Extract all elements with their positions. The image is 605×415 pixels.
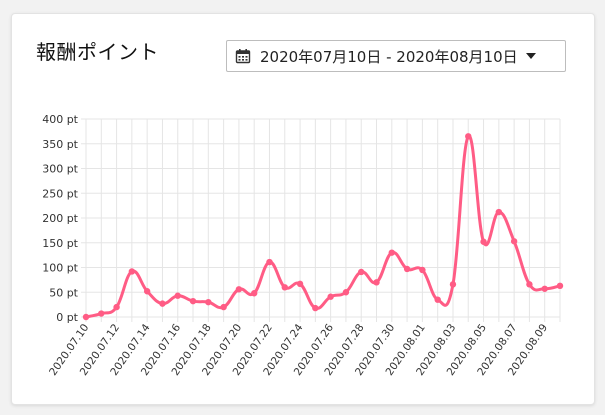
y-tick-label: 200 pt bbox=[42, 212, 78, 225]
data-point bbox=[128, 268, 136, 275]
data-point bbox=[266, 258, 273, 266]
data-point bbox=[327, 293, 334, 300]
y-tick-label: 400 pt bbox=[42, 113, 78, 126]
y-tick-label: 250 pt bbox=[42, 187, 78, 200]
calendar-icon bbox=[235, 49, 251, 64]
data-point bbox=[434, 296, 441, 303]
data-point bbox=[235, 286, 243, 293]
data-point bbox=[82, 313, 90, 321]
y-tick-label: 100 pt bbox=[42, 262, 78, 275]
data-point bbox=[388, 249, 396, 256]
data-point bbox=[281, 284, 288, 291]
data-point bbox=[495, 208, 503, 216]
data-point bbox=[98, 310, 105, 317]
data-point bbox=[159, 300, 166, 307]
data-point bbox=[250, 290, 258, 297]
date-range-label: 2020年07月10日 - 2020年08月10日 bbox=[260, 47, 518, 66]
reward-points-card: 報酬ポイント 2020年07月10日 - 2020年08月10日 0 pt 50 … bbox=[11, 13, 595, 405]
data-point bbox=[358, 268, 365, 276]
x-axis-ticks: 2020.07.102020.07.122020.07.142020.07.16… bbox=[47, 322, 550, 378]
series-line bbox=[84, 134, 562, 319]
data-point bbox=[342, 289, 350, 296]
data-point bbox=[465, 133, 472, 140]
data-point bbox=[296, 280, 304, 288]
data-point bbox=[419, 266, 426, 274]
date-range-picker[interactable]: 2020年07月10日 - 2020年08月10日 bbox=[226, 40, 566, 72]
y-tick-label: 50 pt bbox=[49, 286, 78, 299]
y-tick-label: 0 pt bbox=[56, 311, 78, 324]
reward-points-chart: 0 pt 50 pt 100 pt 150 pt 200 pt 250 pt 300 pt 3… bbox=[42, 113, 564, 378]
series-points bbox=[82, 133, 564, 321]
data-point bbox=[189, 297, 197, 305]
data-point bbox=[174, 292, 181, 299]
data-point bbox=[556, 282, 564, 290]
data-point bbox=[449, 281, 457, 288]
data-point bbox=[220, 303, 227, 311]
grid bbox=[81, 118, 561, 322]
data-point bbox=[205, 298, 212, 306]
data-point bbox=[541, 285, 548, 292]
data-point bbox=[143, 288, 151, 295]
card-title: 報酬ポイント bbox=[36, 40, 159, 64]
data-point bbox=[480, 238, 487, 245]
data-point bbox=[510, 238, 518, 245]
series-line-path bbox=[84, 134, 562, 319]
y-tick-label: 150 pt bbox=[42, 237, 78, 250]
y-tick-label: 300 pt bbox=[42, 163, 78, 176]
y-tick-label: 350 pt bbox=[42, 138, 78, 151]
data-point bbox=[312, 304, 319, 312]
chevron-down-icon bbox=[525, 53, 536, 59]
data-point bbox=[373, 279, 380, 286]
data-point bbox=[403, 265, 411, 273]
y-axis-ticks: 0 pt 50 pt 100 pt 150 pt 200 pt 250 pt 300 pt 3… bbox=[42, 113, 78, 324]
data-point bbox=[113, 303, 120, 311]
data-point bbox=[526, 281, 533, 288]
